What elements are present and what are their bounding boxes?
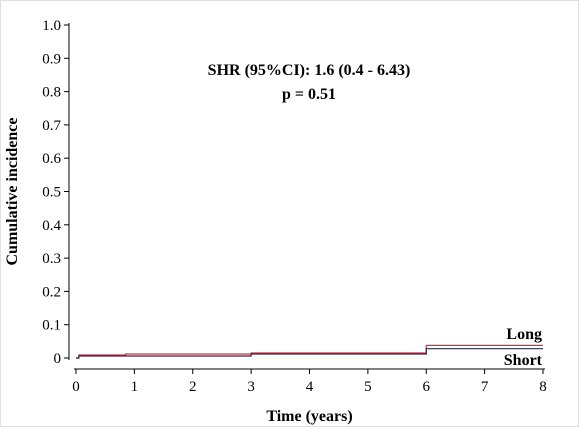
y-tick-label: 0.2 [42,284,61,300]
series-line-short [76,348,543,359]
y-tick-label: 0.9 [42,51,61,67]
axes: 0 0.1 0.2 0.3 0.4 0.5 0.6 0.7 0.8 0.9 1.0 0 1 2 3 4 5 6 7 8… [4,18,547,425]
y-tick-label: 0 [54,351,62,367]
x-tick-label: 6 [423,379,431,395]
x-tick-label: 2 [189,379,197,395]
y-tick-label: 0.5 [42,185,61,201]
series-label-long: Long [506,326,542,343]
x-tick-label: 1 [131,379,139,395]
x-tick-label: 0 [72,379,80,395]
y-tick-label: 0.6 [42,151,61,167]
x-tick-label: 4 [306,379,314,395]
y-tick-label: 0.3 [42,251,61,267]
x-tick-label: 8 [539,379,547,395]
series-lines [76,344,543,359]
shr-annotation: SHR (95%CI): 1.6 (0.4 - 6.43) [208,62,411,79]
series-label-short: Short [504,352,543,369]
x-tick-label: 3 [247,379,255,395]
annotations: SHR (95%CI): 1.6 (0.4 - 6.43) p = 0.51 [208,62,411,103]
y-tick-label: 0.1 [42,318,61,334]
series-labels: Long Short [504,326,543,369]
x-tick-label: 7 [481,379,489,395]
y-tick-label: 0.4 [42,218,61,234]
y-axis-title: Cumulative incidence [4,118,21,266]
x-axis-title: Time (years) [266,408,352,425]
p-value-annotation: p = 0.51 [282,86,336,103]
x-tick-label: 5 [364,379,372,395]
y-tick-label: 0.8 [42,85,61,101]
y-tick-label: 1.0 [42,18,61,34]
y-tick-label: 0.7 [42,118,61,134]
